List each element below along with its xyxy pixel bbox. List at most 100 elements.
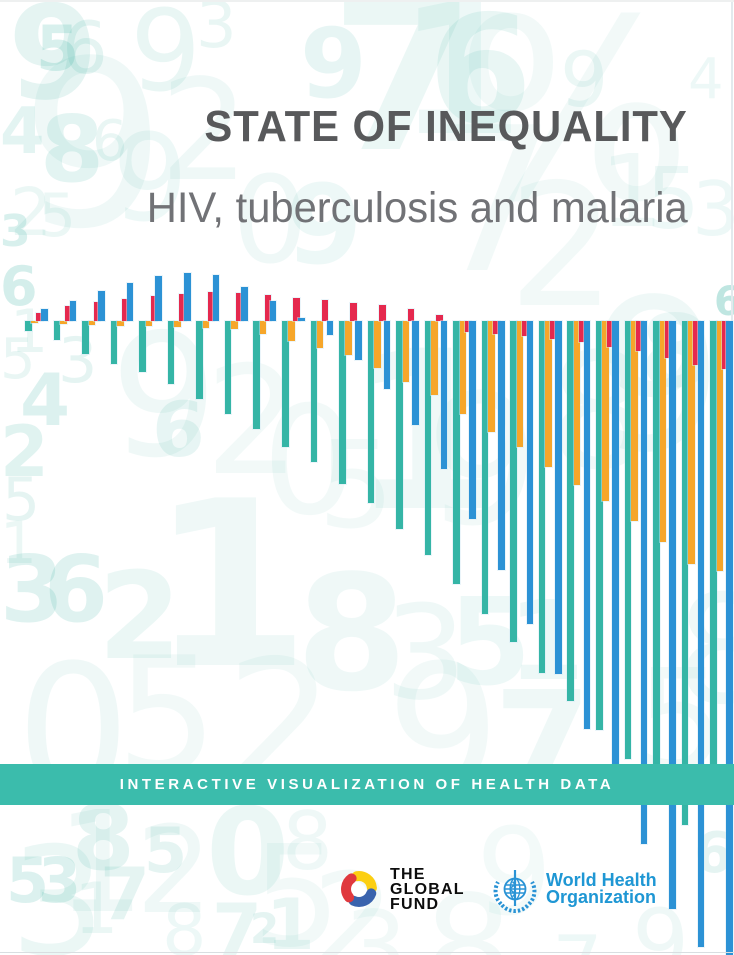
bar-teal-8 [224, 321, 232, 414]
who-emblem-icon [493, 870, 537, 913]
bg-digit: 8 [282, 795, 333, 888]
bar-blue-15 [440, 321, 448, 469]
bg-digit: 7 [552, 926, 603, 955]
bg-digit: 5 [36, 12, 80, 85]
bar-blue-25 [726, 321, 733, 955]
bar-orange-12 [345, 321, 353, 355]
logos-row: THE GLOBAL FUND [0, 858, 734, 928]
bg-digit: 2 [160, 50, 250, 213]
bg-digit: 7 [100, 852, 151, 936]
bg-digit: 6 [152, 385, 205, 474]
bar-blue-8 [241, 287, 248, 321]
bar-blue-7 [212, 275, 220, 321]
bar-blue-21 [612, 321, 619, 802]
bg-digit: 5 [318, 417, 395, 556]
bar-blue-6 [183, 273, 191, 321]
bg-digit: 5 [6, 844, 50, 917]
bar-orange-4 [117, 321, 124, 326]
bar-teal-22 [624, 321, 632, 759]
bg-digit: 9 [130, 0, 202, 117]
bar-orange-9 [259, 321, 267, 334]
bg-digit: 8 [424, 866, 514, 955]
bar-red-13 [379, 305, 386, 321]
bar-red-17 [493, 321, 500, 334]
bar-blue-17 [498, 321, 505, 570]
banner-text: INTERACTIVE VISUALIZATION OF HEALTH DATA [119, 776, 615, 793]
bar-orange-15 [431, 321, 438, 395]
bg-digit: 2 [0, 411, 49, 493]
bg-digit: % [455, 0, 693, 257]
bar-blue-20 [583, 321, 591, 729]
bar-red-4 [122, 299, 129, 321]
bg-digit: 1 [150, 453, 311, 720]
bar-red-11 [321, 300, 329, 321]
bar-red-22 [635, 321, 643, 351]
who-line2: Organization [546, 887, 657, 907]
bg-digit: 9 [20, 13, 167, 280]
bg-digit: 6 [0, 255, 38, 318]
bar-teal-3 [82, 321, 89, 354]
bar-red-18 [521, 321, 529, 336]
bg-digit: 6 [714, 282, 734, 322]
bar-orange-17 [488, 321, 495, 432]
bar-teal-25 [710, 321, 717, 791]
bar-blue-22 [640, 321, 648, 844]
bg-digit: 7 [330, 0, 477, 199]
bg-digit: 3 [10, 816, 106, 955]
bar-teal-10 [281, 321, 289, 447]
bar-orange-3 [88, 321, 96, 325]
bar-blue-18 [526, 321, 534, 624]
bar-teal-18 [510, 321, 517, 642]
bg-digit: 2 [136, 802, 213, 941]
bar-red-7 [207, 292, 215, 321]
bar-orange-25 [716, 321, 724, 571]
bg-digit: 9 [286, 161, 363, 289]
bar-teal-19 [538, 321, 546, 673]
bar-orange-22 [630, 321, 638, 521]
bg-digit: 5 [252, 816, 342, 955]
bar-red-1 [36, 313, 43, 321]
bg-digit: 5 [0, 327, 36, 392]
bg-digit: 3 [0, 206, 31, 257]
global-fund-line3: FUND [390, 895, 440, 913]
bar-orange-6 [174, 321, 181, 327]
bar-red-21 [607, 321, 614, 347]
bar-teal-4 [110, 321, 118, 364]
bar-red-23 [664, 321, 672, 358]
bar-orange-21 [602, 321, 609, 501]
bg-digit: 5 [38, 181, 77, 251]
bar-orange-5 [145, 321, 153, 326]
title-block: STATE OF INEQUALITY HIV, tuberculosis an… [130, 102, 688, 233]
bar-teal-14 [396, 321, 403, 529]
bg-digit: 6 [428, 0, 533, 158]
bar-orange-20 [573, 321, 581, 485]
bg-digit: 3 [344, 889, 408, 955]
bar-blue-2 [69, 301, 77, 321]
bar-teal-11 [310, 321, 318, 462]
page-subtitle: HIV, tuberculosis and malaria [147, 184, 688, 232]
bg-digit: 2 [508, 148, 617, 346]
bar-orange-18 [516, 321, 524, 447]
bg-digit: 1 [600, 133, 664, 250]
bg-digit: 4 [0, 95, 45, 169]
bar-teal-16 [453, 321, 460, 584]
bar-red-19 [550, 321, 557, 339]
bar-blue-24 [697, 321, 705, 947]
bar-blue-3 [98, 291, 105, 321]
bar-teal-13 [367, 321, 375, 503]
banner: INTERACTIVE VISUALIZATION OF HEALTH DATA [0, 764, 734, 805]
bg-digit: 3 [692, 172, 734, 247]
bar-orange-14 [402, 321, 410, 382]
bar-red-16 [464, 321, 472, 332]
bar-orange-16 [459, 321, 467, 414]
bg-digit: 3 [0, 536, 65, 643]
bg-digit: 4 [20, 358, 71, 442]
bg-digit: 5 [144, 814, 188, 887]
bg-digit: 8 [296, 540, 408, 727]
bar-teal-2 [53, 321, 61, 340]
bar-red-12 [350, 303, 358, 321]
bg-digit: 9 [632, 890, 690, 955]
bg-digit: 5 [448, 574, 532, 713]
